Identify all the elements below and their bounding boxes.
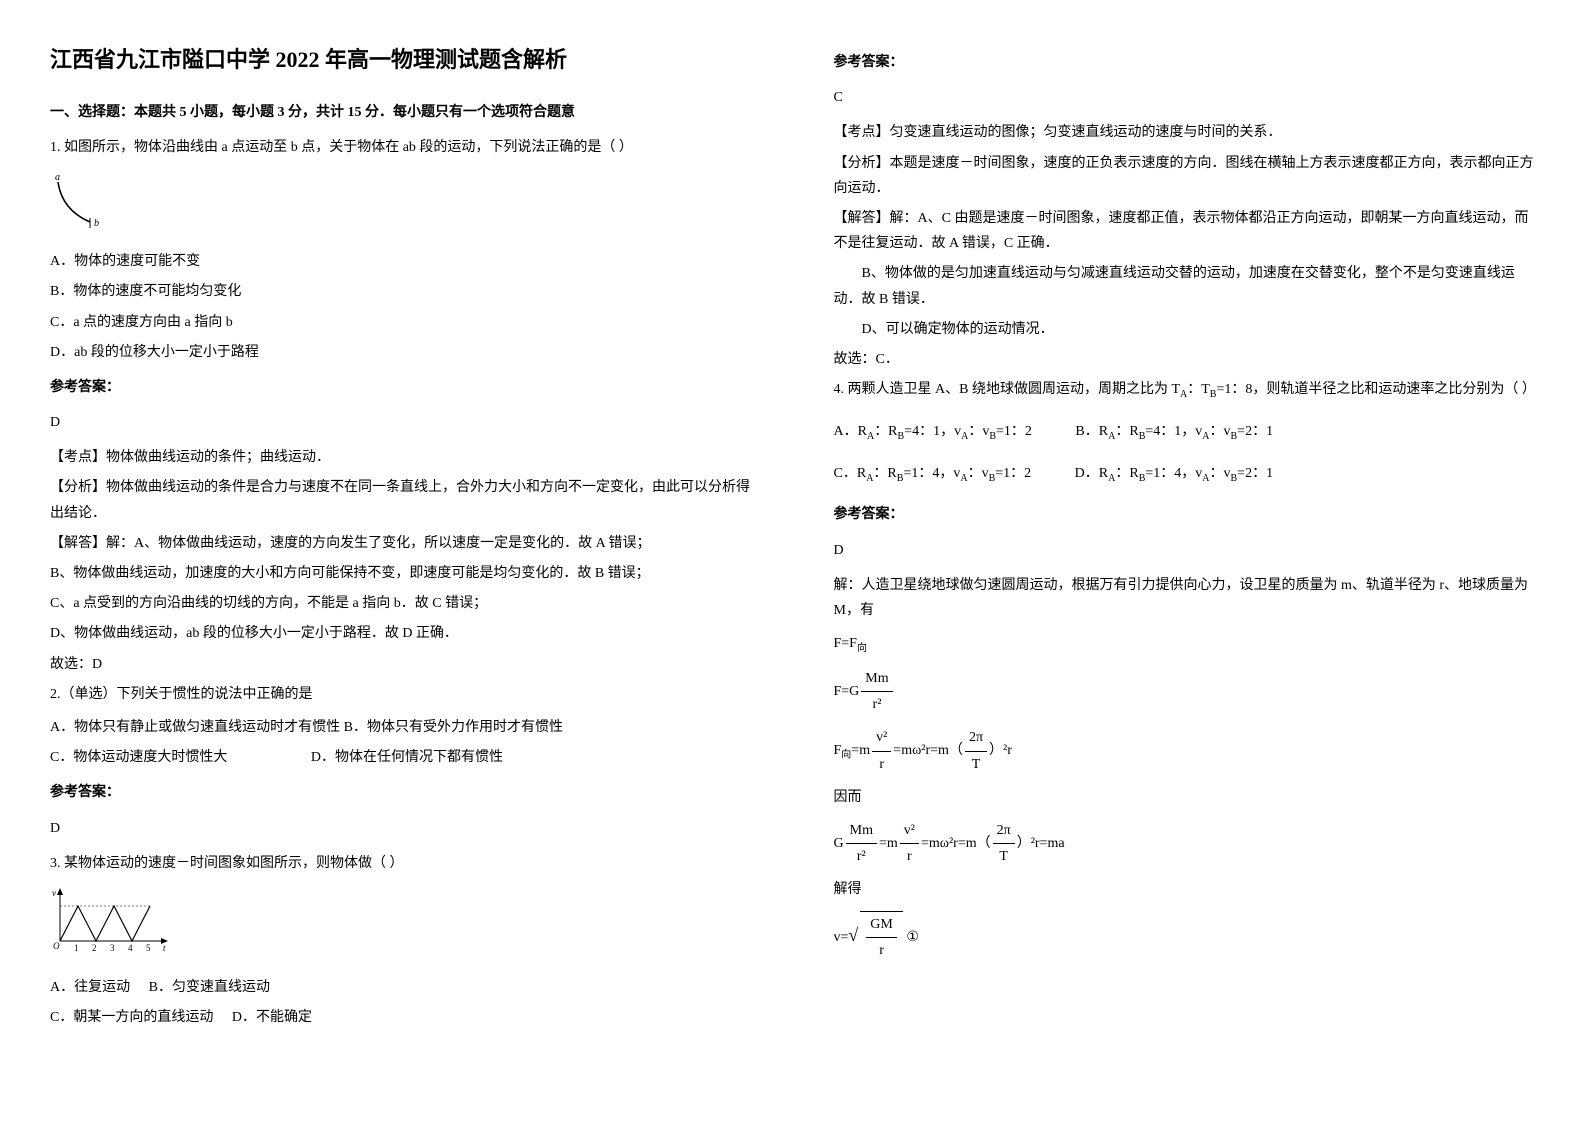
q1-answer-label: 参考答案： (50, 375, 754, 400)
q3-exp1: 【考点】匀变速直线运动的图像；匀变速直线运动的速度与时间的关系． (834, 120, 1538, 145)
q3-options-ab: A．往复运动 B．匀变速直线运动 (50, 975, 754, 1000)
q4-option-b: B．RA：RB=4：1，vA：vB=2：1 (1075, 424, 1273, 439)
q4-answer-label: 参考答案： (834, 502, 1538, 527)
q1-exp2: 【分析】物体做曲线运动的条件是合力与速度不在同一条直线上，合外力大小和方向不一定… (50, 475, 754, 525)
q4-answer: D (834, 538, 1538, 563)
q1-curve-figure: a b (50, 170, 754, 239)
q1-exp4: B、物体做曲线运动，加速度的大小和方向可能保持不变，即速度可能是均匀变化的．故 … (50, 561, 754, 586)
q4-option-c: C．RA：RB=1：4，vA：vB=1：2 (834, 466, 1035, 481)
svg-text:a: a (55, 172, 60, 183)
q1-exp1: 【考点】物体做曲线运动的条件；曲线运动． (50, 445, 754, 470)
q3-answer: C (834, 85, 1538, 110)
svg-text:5: 5 (146, 943, 151, 953)
q2-option-b: B．物体只有受外力作用时才有惯性 (344, 720, 563, 735)
q4-options-cd: C．RA：RB=1：4，vA：vB=1：2 D．RA：RB=1：4，vA：vB=… (834, 461, 1538, 488)
q3-graph-figure: v O t 1 2 3 4 5 (50, 886, 754, 965)
q1-option-d: D．ab 段的位移大小一定小于路程 (50, 340, 754, 365)
svg-text:v: v (52, 888, 56, 898)
q3-exp4: B、物体做的是匀加速直线运动与匀减速直线运动交替的运动，加速度在交替变化，整个不… (834, 261, 1538, 311)
formula-1: F=F向 (834, 631, 1538, 658)
q2-options-ab: A．物体只有静止或做匀速直线运动时才有惯性 B．物体只有受外力作用时才有惯性 (50, 715, 754, 740)
formula-5: GMmr²=mv²r=mω²r=m（2πT）²r=ma (834, 818, 1538, 869)
formula-7: v=√GMr ① (834, 911, 1538, 963)
q3-answer-label: 参考答案： (834, 50, 1538, 75)
section-heading: 一、选择题：本题共 5 小题，每小题 3 分，共计 15 分．每小题只有一个选项… (50, 100, 754, 125)
q3-exp5: D、可以确定物体的运动情况． (834, 317, 1538, 342)
q3-option-d: D．不能确定 (232, 1010, 312, 1025)
svg-text:O: O (53, 941, 60, 951)
q4-f6: 解得 (834, 877, 1538, 902)
q1-answer: D (50, 410, 754, 435)
q1-option-a: A．物体的速度可能不变 (50, 249, 754, 274)
svg-text:3: 3 (110, 943, 115, 953)
q4-f4: 因而 (834, 785, 1538, 810)
q3-exp6: 故选：C． (834, 347, 1538, 372)
question-1-stem: 1. 如图所示，物体沿曲线由 a 点运动至 b 点，关于物体在 ab 段的运动，… (50, 135, 754, 160)
q4-exp1: 解：人造卫星绕地球做匀速圆周运动，根据万有引力提供向心力，设卫星的质量为 m、轨… (834, 573, 1538, 623)
question-4-stem: 4. 两颗人造卫星 A、B 绕地球做圆周运动，周期之比为 TA：TB=1：8，则… (834, 377, 1538, 404)
page-title: 江西省九江市隘口中学 2022 年高一物理测试题含解析 (50, 40, 754, 80)
q3-exp3: 【解答】解：A、C 由题是速度－时间图象，速度都正值，表示物体都沿正方向运动，即… (834, 206, 1538, 256)
q3-option-b: B．匀变速直线运动 (149, 980, 270, 995)
svg-text:2: 2 (92, 943, 97, 953)
q3-option-a: A．往复运动 (50, 980, 130, 995)
q3-exp2: 【分析】本题是速度－时间图象，速度的正负表示速度的方向．图线在横轴上方表示速度都… (834, 151, 1538, 201)
svg-text:b: b (94, 218, 99, 229)
question-3-stem: 3. 某物体运动的速度－时间图象如图所示，则物体做（ ） (50, 851, 754, 876)
q4-option-d: D．RA：RB=1：4，vA：vB=2：1 (1075, 466, 1273, 481)
question-2-stem: 2.（单选）下列关于惯性的说法中正确的是 (50, 682, 754, 707)
q1-exp3: 【解答】解：A、物体做曲线运动，速度的方向发生了变化，所以速度一定是变化的．故 … (50, 531, 754, 556)
formula-2: F=GMmr² (834, 666, 1538, 717)
q1-exp7: 故选：D (50, 652, 754, 677)
q2-options-cd: C．物体运动速度大时惯性大 D．物体在任何情况下都有惯性 (50, 745, 754, 770)
q3-options-cd: C．朝某一方向的直线运动 D．不能确定 (50, 1005, 754, 1030)
q2-option-a: A．物体只有静止或做匀速直线运动时才有惯性 (50, 720, 340, 735)
svg-text:t: t (163, 943, 166, 953)
svg-text:4: 4 (128, 943, 133, 953)
q2-answer: D (50, 816, 754, 841)
q2-answer-label: 参考答案： (50, 780, 754, 805)
left-column: 江西省九江市隘口中学 2022 年高一物理测试题含解析 一、选择题：本题共 5 … (50, 40, 754, 1035)
q2-option-d: D．物体在任何情况下都有惯性 (311, 750, 503, 765)
q3-option-c: C．朝某一方向的直线运动 (50, 1010, 213, 1025)
svg-text:1: 1 (74, 943, 79, 953)
q4-options-ab: A．RA：RB=4：1，vA：vB=1：2 B．RA：RB=4：1，vA：vB=… (834, 419, 1538, 446)
q1-option-c: C．a 点的速度方向由 a 指向 b (50, 310, 754, 335)
q1-exp5: C、a 点受到的方向沿曲线的切线的方向，不能是 a 指向 b．故 C 错误； (50, 591, 754, 616)
q1-option-b: B．物体的速度不可能均匀变化 (50, 279, 754, 304)
right-column: 参考答案： C 【考点】匀变速直线运动的图像；匀变速直线运动的速度与时间的关系．… (834, 40, 1538, 1035)
formula-3: F向=mv²r=mω²r=m（2πT）²r (834, 725, 1538, 776)
q4-option-a: A．RA：RB=4：1，vA：vB=1：2 (834, 424, 1036, 439)
q1-exp6: D、物体做曲线运动，ab 段的位移大小一定小于路程．故 D 正确． (50, 621, 754, 646)
q2-option-c: C．物体运动速度大时惯性大 (50, 750, 227, 765)
